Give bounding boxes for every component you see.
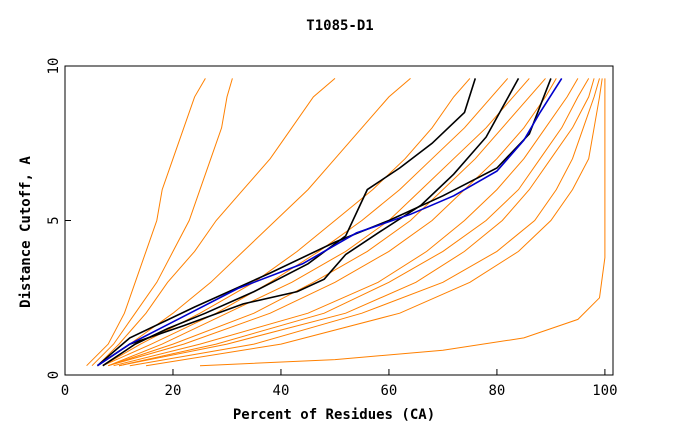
series-line — [145, 78, 603, 367]
x-tick-label: 20 — [165, 383, 182, 399]
chart-title: T1085-D1 — [306, 18, 373, 34]
y-tick-label: 0 — [46, 371, 62, 379]
series-line — [118, 78, 595, 367]
series-line — [118, 78, 590, 367]
series-line — [129, 78, 600, 367]
y-tick-label: 10 — [46, 58, 62, 75]
series-line — [108, 78, 557, 367]
series-line — [199, 78, 606, 367]
series-line — [102, 78, 509, 367]
x-tick-label: 40 — [273, 383, 290, 399]
plot-area — [86, 77, 606, 367]
x-tick-label: 60 — [381, 383, 398, 399]
series-line — [96, 78, 520, 367]
series-line — [91, 78, 233, 367]
series-line — [108, 78, 546, 367]
series-line — [86, 78, 206, 367]
series-line — [113, 78, 579, 367]
series-line — [96, 77, 563, 367]
x-tick-label: 80 — [488, 383, 505, 399]
series-line — [97, 78, 336, 367]
x-tick-label: 0 — [61, 383, 69, 399]
x-tick-label: 100 — [592, 383, 617, 399]
y-tick-label: 5 — [46, 216, 62, 224]
y-axis-label: Distance Cutoff, A — [18, 156, 34, 308]
x-axis-label: Percent of Residues (CA) — [233, 407, 435, 423]
